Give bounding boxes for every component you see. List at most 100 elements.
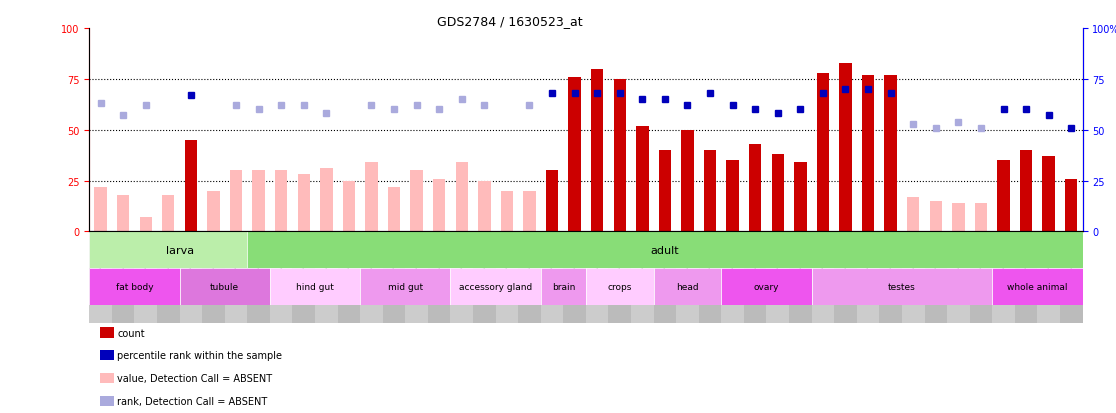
Bar [270, 232, 292, 323]
Bar [631, 232, 654, 323]
Bar [885, 76, 897, 232]
Bar [208, 191, 220, 232]
Bar [383, 232, 405, 323]
Bar [292, 232, 315, 323]
Bar [546, 171, 558, 232]
Text: crops: crops [607, 282, 632, 292]
Text: accessory gland: accessory gland [459, 282, 532, 292]
Bar [523, 191, 536, 232]
Bar [568, 78, 580, 232]
Bar [315, 232, 337, 323]
Bar [388, 187, 401, 232]
Bar [162, 195, 174, 232]
Bar [862, 76, 874, 232]
Bar [771, 155, 783, 232]
Text: fat body: fat body [116, 282, 153, 292]
Bar [112, 232, 134, 323]
Text: rank, Detection Call = ABSENT: rank, Detection Call = ABSENT [117, 396, 268, 406]
Bar [89, 269, 180, 306]
Text: count: count [117, 328, 145, 338]
Bar [405, 232, 427, 323]
Bar [478, 181, 491, 232]
Bar [360, 269, 451, 306]
Bar [184, 140, 198, 232]
Bar [180, 232, 202, 323]
Text: ovary: ovary [753, 282, 779, 292]
Bar [433, 179, 445, 232]
Bar [89, 232, 112, 323]
Bar [704, 151, 716, 232]
Bar [541, 232, 564, 323]
Bar [924, 232, 947, 323]
Bar [614, 80, 626, 232]
Bar [140, 218, 152, 232]
Bar [636, 126, 648, 232]
Bar [134, 232, 157, 323]
Bar [817, 74, 829, 232]
Text: larva: larva [165, 245, 194, 255]
Bar [411, 171, 423, 232]
Bar [952, 204, 964, 232]
Bar [811, 232, 835, 323]
Text: testes: testes [888, 282, 916, 292]
Bar [518, 232, 541, 323]
Bar [1020, 151, 1032, 232]
Bar [857, 232, 879, 323]
Bar [947, 232, 970, 323]
Bar [591, 69, 604, 232]
Bar [1038, 232, 1060, 323]
Bar [654, 269, 721, 306]
Bar [252, 171, 264, 232]
Bar [998, 161, 1010, 232]
Bar [501, 191, 513, 232]
Text: tubule: tubule [210, 282, 239, 292]
Bar [907, 197, 920, 232]
Bar [970, 232, 992, 323]
Bar [835, 232, 857, 323]
Bar [721, 269, 811, 306]
Bar [360, 232, 383, 323]
Bar [930, 202, 942, 232]
Bar [320, 169, 333, 232]
Text: head: head [676, 282, 699, 292]
Bar [202, 232, 224, 323]
Bar [248, 232, 270, 323]
Bar [681, 131, 694, 232]
Bar [496, 232, 518, 323]
Bar [586, 269, 654, 306]
Bar [248, 232, 1083, 269]
Bar [992, 232, 1014, 323]
Bar [586, 232, 608, 323]
Bar [473, 232, 496, 323]
Bar [992, 269, 1083, 306]
Bar [541, 269, 586, 306]
Bar [654, 232, 676, 323]
Text: mid gut: mid gut [387, 282, 423, 292]
Text: GDS2784 / 1630523_at: GDS2784 / 1630523_at [437, 15, 583, 28]
Bar [230, 171, 242, 232]
Bar [767, 232, 789, 323]
Bar [789, 232, 811, 323]
Bar [676, 232, 699, 323]
Bar [298, 175, 310, 232]
Bar [658, 151, 671, 232]
Text: value, Detection Call = ABSENT: value, Detection Call = ABSENT [117, 373, 272, 383]
Text: hind gut: hind gut [296, 282, 334, 292]
Bar [744, 232, 767, 323]
Bar [451, 232, 473, 323]
Bar [879, 232, 902, 323]
Bar [343, 181, 355, 232]
Text: brain: brain [551, 282, 575, 292]
Bar [117, 195, 129, 232]
Text: adult: adult [651, 245, 680, 255]
Bar [180, 269, 270, 306]
Bar [1060, 232, 1083, 323]
Bar [727, 161, 739, 232]
Bar [902, 232, 924, 323]
Bar [365, 163, 377, 232]
Bar [749, 145, 761, 232]
Bar [275, 171, 287, 232]
Bar [338, 232, 360, 323]
Bar [699, 232, 721, 323]
Bar [157, 232, 180, 323]
